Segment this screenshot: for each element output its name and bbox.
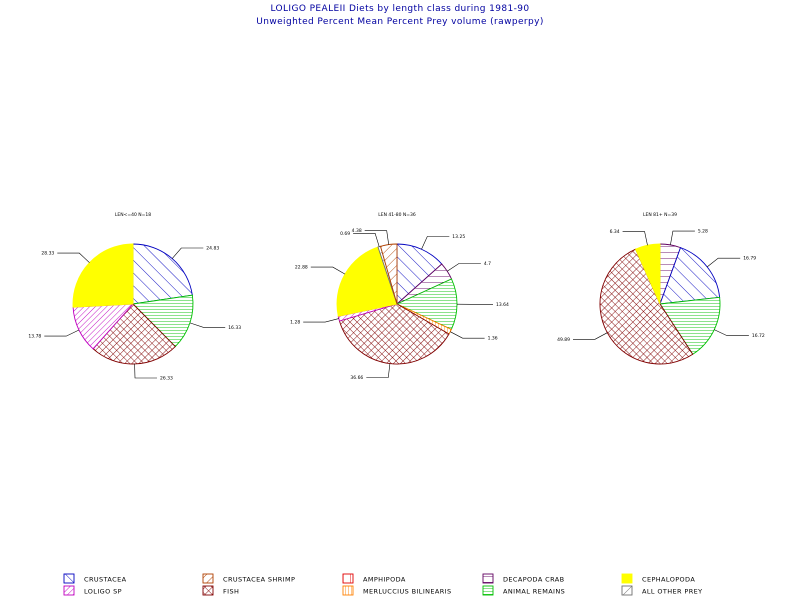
leader-line: [44, 329, 80, 337]
slice-value-label: 28.33: [41, 251, 54, 257]
pie-title: LEN 81+ N=39: [643, 212, 677, 218]
slice-value-label: 26.33: [160, 376, 173, 382]
pie-slice-animal-remains: [659, 296, 721, 355]
legend-label: DECAPODA CRAB: [503, 576, 564, 584]
leader-line: [303, 318, 339, 323]
slice-value-label: 22.88: [295, 265, 308, 271]
legend-item-decapoda-crab: DECAPODA CRAB: [482, 573, 564, 584]
legend-item-all-other-prey: ALL OTHER PREY: [621, 585, 703, 596]
leader-line: [421, 236, 450, 250]
leader-line: [134, 363, 157, 379]
legend-swatch: [202, 585, 214, 596]
pie-slice-fish: [92, 303, 176, 365]
leader-line: [450, 331, 485, 339]
slice-value-label: 4.7: [484, 261, 491, 267]
legend-label: ALL OTHER PREY: [642, 588, 703, 596]
slice-value-label: 36.66: [350, 375, 363, 381]
pie-slice-animal-remains: [132, 294, 194, 348]
slice-value-label: 49.89: [557, 337, 570, 343]
slice-value-label: 16.79: [743, 256, 756, 262]
legend-swatch: [63, 573, 75, 584]
slice-value-label: 1.28: [290, 320, 300, 326]
slice-value-label: 6.34: [610, 229, 620, 235]
chart-title: LOLIGO PEALEII Diets by length class dur…: [270, 4, 530, 14]
leader-line: [57, 252, 90, 263]
pie-chart-2: LEN 41-80 N=36 13.25 4.7 13.64 1.36 36.66 1.28…: [290, 212, 509, 381]
chart-subtitle: Unweighted Percent Mean Percent Prey vol…: [256, 17, 544, 27]
leader-line: [310, 266, 346, 275]
pie-title: LEN<=40 N=18: [115, 212, 151, 218]
leader-line: [707, 257, 741, 268]
legend-item-crustacea-shrimp: CRUSTACEA SHRIMP: [202, 573, 295, 584]
slice-value-label: 13.25: [452, 234, 465, 240]
leader-line: [714, 329, 749, 336]
pie-slice-fish: [338, 303, 450, 365]
leader-line: [622, 231, 648, 246]
pie-slice-fish: [599, 248, 694, 365]
legend-swatch: [342, 585, 354, 596]
slice-value-label: 13.64: [496, 302, 509, 308]
legend-swatch: [482, 585, 494, 596]
legend-swatch: [482, 573, 494, 584]
leader-line: [573, 332, 608, 340]
pie-slice-animal-remains: [395, 278, 458, 331]
pie-slice-cephalopoda: [634, 243, 661, 305]
legend-label: CEPHALOPODA: [642, 576, 695, 584]
pie-slice-crustacea: [659, 247, 721, 305]
pie-slice-cephalopoda: [72, 243, 134, 308]
legend-label: FISH: [223, 588, 239, 596]
pie-chart-3: LEN 81+ N=39 5.28 16.79 16.72 49.89 6.34: [557, 212, 765, 365]
legend-label: LOLIGO SP: [84, 588, 122, 596]
pie-chart-1: LEN<=40 N=18 24.83 16.33 26.33 13.78 28.33: [28, 212, 241, 382]
slice-value-label: 1.36: [488, 336, 498, 342]
slice-value-label: 0.69: [340, 231, 350, 237]
legend-item-merluccius-bilinearis: MERLUCCIUS BILINEARIS: [342, 585, 452, 596]
legend-item-amphipoda: AMPHIPODA: [342, 573, 406, 584]
leader-line: [670, 230, 695, 245]
leader-line: [366, 363, 391, 378]
legend-swatch: [621, 585, 633, 596]
legend-item-fish: FISH: [202, 585, 239, 596]
slice-value-label: 16.72: [752, 333, 765, 339]
legend-swatch: [342, 573, 354, 584]
legend-item-animal-remains: ANIMAL REMAINS: [482, 585, 565, 596]
leader-line: [364, 230, 389, 245]
legend: CRUSTACEA LOLIGO SP CRUSTACEA SHRIMP FISH AM…: [63, 573, 703, 596]
legend-swatch: [202, 573, 214, 584]
pie-slice-crustacea: [132, 243, 193, 305]
leader-line: [353, 233, 380, 247]
legend-item-cephalopoda: CEPHALOPODA: [621, 573, 695, 584]
legend-label: CRUSTACEA SHRIMP: [223, 576, 295, 584]
legend-label: AMPHIPODA: [363, 576, 406, 584]
legend-swatch: [621, 573, 633, 584]
slice-value-label: 5.28: [698, 229, 708, 235]
leader-line: [171, 247, 204, 259]
leader-line: [189, 322, 226, 328]
slice-value-label: 4.38: [352, 228, 362, 234]
legend-item-loligo-sp: LOLIGO SP: [63, 585, 122, 596]
pie-title: LEN 41-80 N=36: [378, 212, 416, 218]
slice-value-label: 16.33: [228, 325, 241, 331]
slice-value-label: 24.83: [206, 246, 219, 252]
legend-label: ANIMAL REMAINS: [503, 588, 565, 596]
legend-label: CRUSTACEA: [84, 576, 127, 584]
legend-item-crustacea: CRUSTACEA: [63, 573, 127, 584]
slice-value-label: 13.78: [28, 334, 41, 340]
legend-swatch: [63, 585, 75, 596]
legend-label: MERLUCCIUS BILINEARIS: [363, 588, 452, 596]
leader-line: [447, 263, 481, 272]
